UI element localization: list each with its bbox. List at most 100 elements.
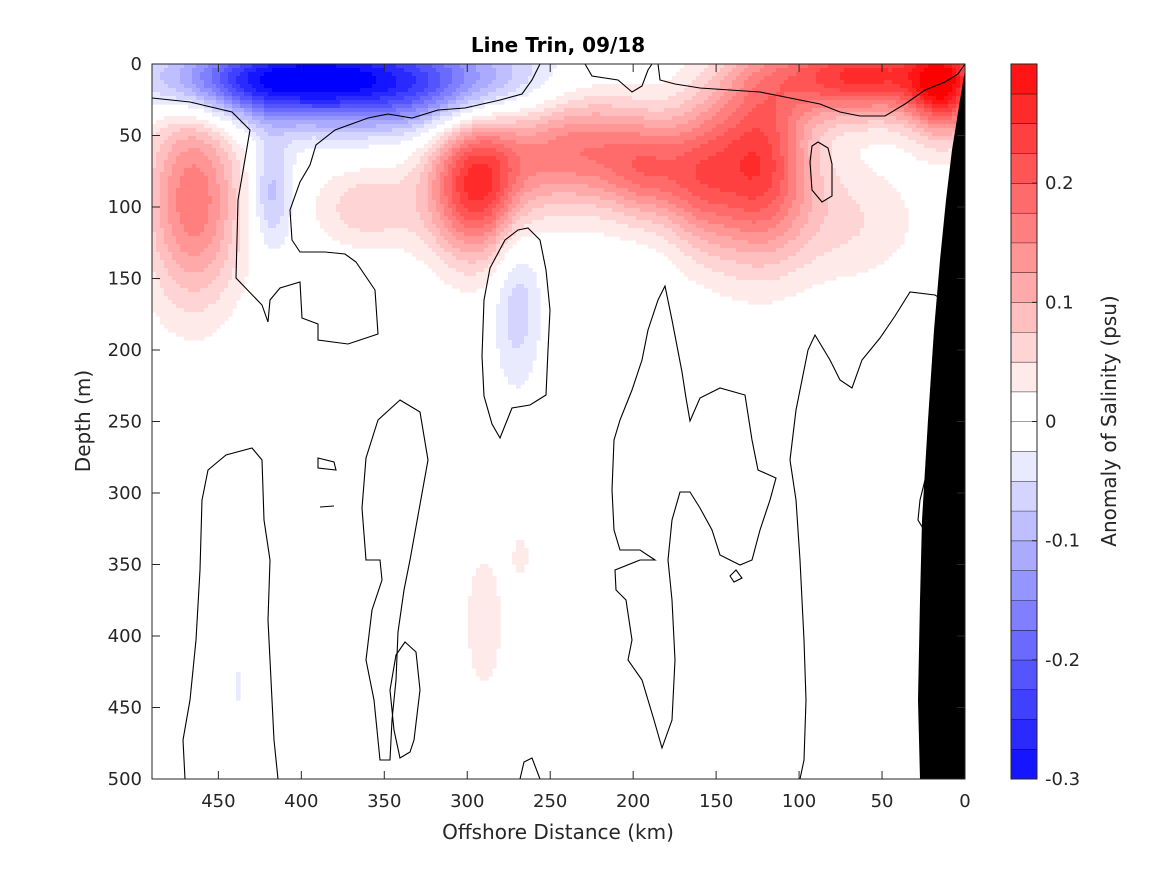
- anomaly-cell: [620, 116, 625, 121]
- anomaly-cell: [532, 84, 537, 89]
- anomaly-cell: [712, 144, 717, 149]
- anomaly-cell: [932, 100, 937, 105]
- anomaly-cell: [440, 108, 445, 113]
- anomaly-cell: [704, 160, 709, 165]
- anomaly-cell: [448, 84, 453, 89]
- anomaly-cell: [332, 92, 337, 97]
- anomaly-cell: [192, 96, 197, 101]
- anomaly-cell: [160, 84, 165, 89]
- anomaly-cell: [212, 104, 217, 109]
- anomaly-cell: [684, 136, 689, 141]
- anomaly-cell: [872, 112, 877, 117]
- anomaly-cell: [412, 100, 417, 105]
- anomaly-cell: [760, 116, 765, 121]
- anomaly-cell: [692, 144, 697, 149]
- anomaly-cell: [624, 148, 629, 153]
- anomaly-cell: [840, 152, 845, 157]
- anomaly-cell: [344, 108, 349, 113]
- anomaly-cell: [444, 156, 449, 161]
- anomaly-cell: [460, 140, 465, 145]
- anomaly-cell: [384, 96, 389, 101]
- anomaly-cell: [440, 104, 445, 109]
- anomaly-cell: [532, 128, 537, 133]
- anomaly-cell: [824, 148, 829, 153]
- anomaly-cell: [604, 108, 609, 113]
- anomaly-cell: [644, 160, 649, 165]
- anomaly-cell: [316, 80, 321, 85]
- anomaly-cell: [928, 104, 933, 109]
- anomaly-cell: [404, 112, 409, 117]
- anomaly-cell: [564, 140, 569, 145]
- anomaly-cell: [776, 156, 781, 161]
- anomaly-cell: [676, 156, 681, 161]
- anomaly-cell: [852, 92, 857, 97]
- anomaly-cell: [456, 168, 461, 173]
- anomaly-cell: [780, 64, 785, 69]
- anomaly-cell: [396, 132, 401, 137]
- anomaly-cell: [292, 108, 297, 113]
- anomaly-cell: [448, 156, 453, 161]
- anomaly-cell: [240, 108, 245, 113]
- anomaly-cell: [428, 120, 433, 125]
- anomaly-cell: [268, 152, 273, 157]
- anomaly-cell: [496, 160, 501, 165]
- anomaly-cell: [444, 96, 449, 101]
- anomaly-cell: [540, 68, 545, 73]
- anomaly-cell: [460, 104, 465, 109]
- anomaly-cell: [192, 144, 197, 149]
- anomaly-cell: [460, 100, 465, 105]
- anomaly-cell: [888, 72, 893, 77]
- anomaly-cell: [460, 76, 465, 81]
- anomaly-cell: [288, 124, 293, 129]
- anomaly-cell: [904, 88, 909, 93]
- anomaly-cell: [192, 116, 197, 121]
- anomaly-cell: [332, 80, 337, 85]
- anomaly-cell: [396, 128, 401, 133]
- anomaly-cell: [448, 100, 453, 105]
- anomaly-cell: [932, 136, 937, 141]
- anomaly-cell: [488, 80, 493, 85]
- anomaly-cell: [224, 116, 229, 121]
- anomaly-cell: [888, 68, 893, 73]
- anomaly-cell: [480, 160, 485, 165]
- anomaly-cell: [512, 152, 517, 157]
- anomaly-cell: [708, 152, 713, 157]
- anomaly-cell: [352, 64, 357, 69]
- anomaly-cell: [184, 92, 189, 97]
- anomaly-cell: [424, 116, 429, 121]
- anomaly-cell: [212, 112, 217, 117]
- anomaly-cell: [492, 120, 497, 125]
- anomaly-cell: [720, 100, 725, 105]
- anomaly-cell: [724, 72, 729, 77]
- anomaly-cell: [576, 96, 581, 101]
- anomaly-cell: [340, 116, 345, 121]
- anomaly-cell: [204, 156, 209, 161]
- anomaly-cell: [904, 132, 909, 137]
- anomaly-cell: [796, 152, 801, 157]
- anomaly-cell: [724, 156, 729, 161]
- anomaly-cell: [336, 108, 341, 113]
- anomaly-cell: [452, 64, 457, 69]
- anomaly-cell: [448, 116, 453, 121]
- anomaly-cell: [248, 100, 253, 105]
- anomaly-cell: [476, 92, 481, 97]
- anomaly-cell: [824, 80, 829, 85]
- anomaly-cell: [624, 164, 629, 169]
- anomaly-cell: [888, 88, 893, 93]
- anomaly-cell: [232, 168, 237, 173]
- anomaly-cell: [544, 132, 549, 137]
- anomaly-cell: [832, 64, 837, 69]
- anomaly-cell: [264, 92, 269, 97]
- anomaly-cell: [304, 140, 309, 145]
- anomaly-cell: [680, 156, 685, 161]
- anomaly-cell: [748, 116, 753, 121]
- anomaly-cell: [768, 96, 773, 101]
- anomaly-cell: [352, 76, 357, 81]
- anomaly-cell: [768, 112, 773, 117]
- anomaly-cell: [152, 156, 157, 161]
- anomaly-cell: [544, 156, 549, 161]
- anomaly-cell: [832, 68, 837, 73]
- anomaly-cell: [644, 116, 649, 121]
- anomaly-cell: [500, 76, 505, 81]
- anomaly-cell: [700, 132, 705, 137]
